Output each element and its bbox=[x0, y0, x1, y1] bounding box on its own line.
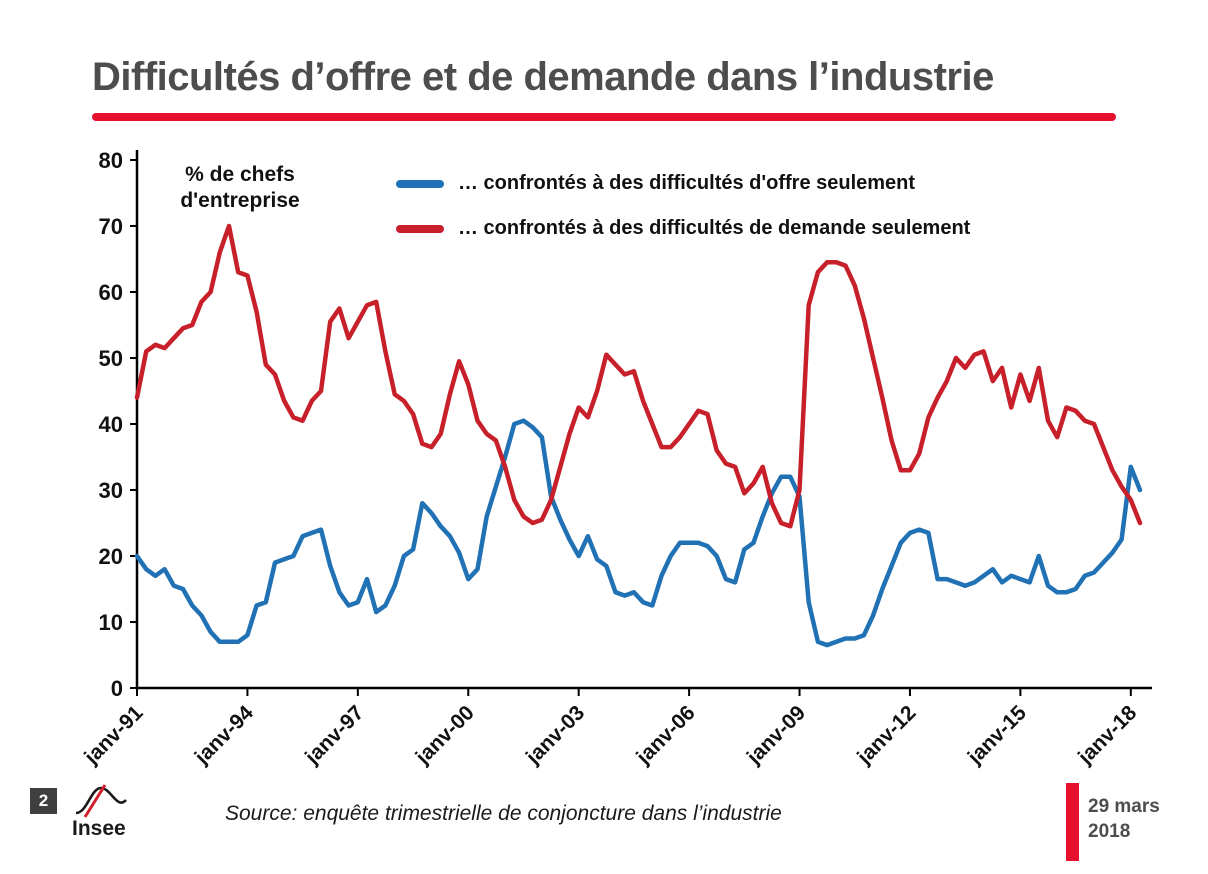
chart-legend: … confrontés à des difficultés d'offre s… bbox=[396, 172, 970, 262]
insee-logo: Insee bbox=[72, 783, 142, 847]
svg-text:80: 80 bbox=[99, 148, 123, 173]
svg-text:janv-97: janv-97 bbox=[300, 701, 368, 769]
svg-text:janv-03: janv-03 bbox=[521, 701, 589, 769]
red-line-swatch bbox=[396, 224, 444, 233]
svg-text:20: 20 bbox=[99, 544, 123, 569]
page-number-badge: 2 bbox=[30, 788, 57, 814]
svg-text:70: 70 bbox=[99, 214, 123, 239]
presentation-date: 29 mars 2018 bbox=[1088, 795, 1178, 844]
svg-text:janv-15: janv-15 bbox=[963, 701, 1031, 769]
axis-unit-line2: d'entreprise bbox=[180, 189, 300, 213]
legend-item-offre: … confrontés à des difficultés d'offre s… bbox=[396, 172, 970, 195]
date-accent-bar bbox=[1066, 783, 1079, 861]
legend-label-demande: … confrontés à des difficultés de demand… bbox=[458, 217, 971, 239]
svg-text:janv-12: janv-12 bbox=[852, 701, 920, 769]
axis-unit-line1: % de chefs bbox=[185, 163, 295, 186]
axis-unit-annotation: % de chefs d'entreprise bbox=[160, 162, 320, 215]
svg-text:janv-06: janv-06 bbox=[631, 701, 699, 769]
svg-text:60: 60 bbox=[99, 280, 123, 305]
svg-text:janv-18: janv-18 bbox=[1073, 701, 1141, 769]
source-caption: Source: enquête trimestrielle de conjonc… bbox=[225, 802, 782, 825]
svg-text:janv-09: janv-09 bbox=[742, 701, 810, 769]
svg-text:0: 0 bbox=[111, 676, 123, 701]
svg-text:40: 40 bbox=[99, 412, 123, 437]
blue-line-swatch bbox=[396, 179, 444, 188]
page-title: Difficultés d’offre et de demande dans l… bbox=[92, 54, 994, 99]
svg-text:janv-94: janv-94 bbox=[190, 701, 258, 769]
legend-label-offre: … confrontés à des difficultés d'offre s… bbox=[458, 172, 916, 194]
svg-text:10: 10 bbox=[99, 610, 123, 635]
svg-text:30: 30 bbox=[99, 478, 123, 503]
svg-text:janv-91: janv-91 bbox=[79, 701, 147, 769]
title-underline bbox=[92, 113, 1116, 121]
chart-plot: 0 10 20 30 40 50 60 70 80 janv-91 janv-94 janv-97 ja… bbox=[79, 148, 1152, 769]
date-line1: 29 mars bbox=[1088, 796, 1160, 817]
date-line2: 2018 bbox=[1088, 820, 1131, 842]
insee-logo-icon bbox=[75, 784, 127, 818]
insee-logo-text: Insee bbox=[72, 817, 126, 840]
svg-text:50: 50 bbox=[99, 346, 123, 371]
svg-text:janv-00: janv-00 bbox=[411, 701, 479, 769]
legend-item-demande: … confrontés à des difficultés de demand… bbox=[396, 217, 970, 240]
